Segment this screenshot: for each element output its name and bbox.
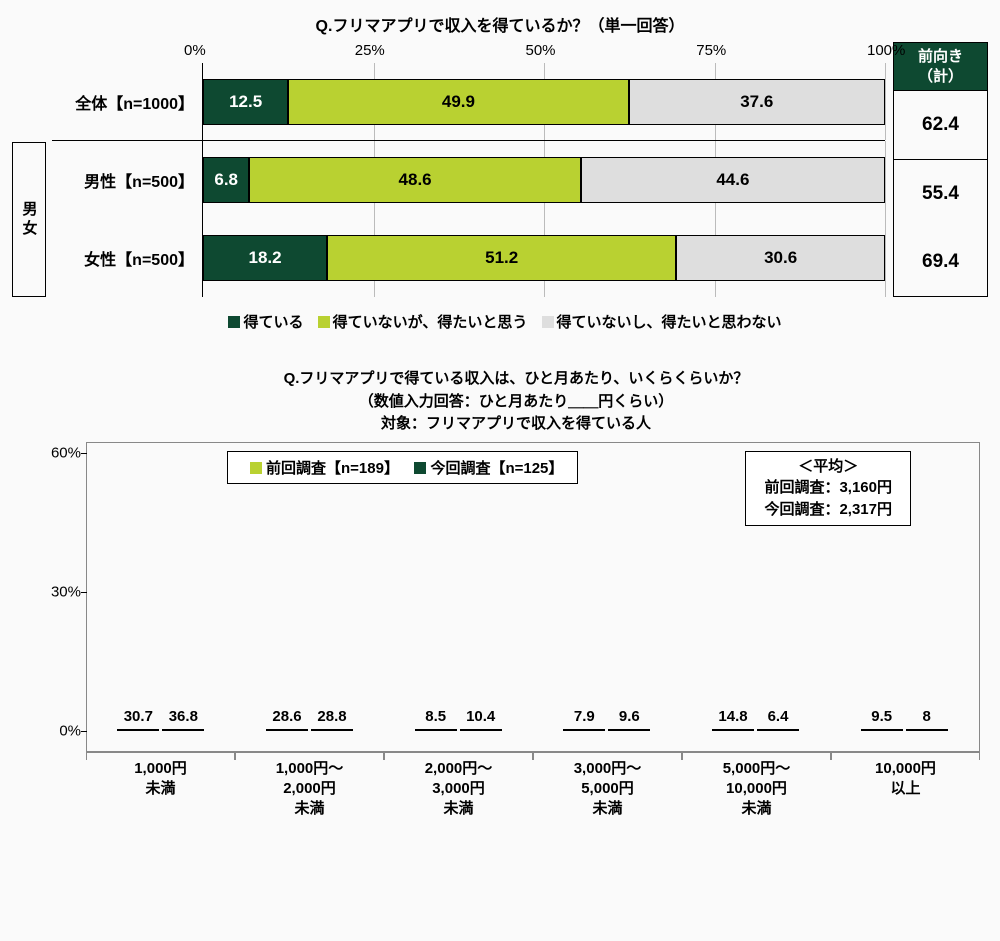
chart1-row-label: 女性【n=500】 <box>52 246 202 270</box>
chart1-title: Q.フリマアプリで収入を得ているか？（単一回答） <box>12 12 988 36</box>
chart2-bar-5-curr: 8 <box>906 729 948 731</box>
chart2-bar-1-prev: 28.6 <box>266 729 308 731</box>
chart1-seg-male-want: 48.6 <box>249 157 580 203</box>
chart1-row-label: 男性【n=500】 <box>52 168 202 192</box>
chart1-row-female: 女性【n=500】18.251.230.6 <box>52 219 885 297</box>
chart2-bar-3-curr: 9.6 <box>608 729 650 731</box>
chart2-xlabel-3: 3,000円～5,000円未満 <box>533 752 682 820</box>
chart2-xlabel-4: 5,000円～10,000円未満 <box>682 752 831 820</box>
chart2-ytick: 60% <box>35 444 81 461</box>
chart1-seg-female-want: 51.2 <box>327 235 676 281</box>
chart1-seg-female-yes: 18.2 <box>203 235 327 281</box>
chart2-group-2: 8.510.4 <box>384 453 533 731</box>
chart1-row-male: 男性【n=500】6.848.644.6 <box>52 141 885 219</box>
chart2-bar-1-curr: 28.8 <box>311 729 353 731</box>
chart2-group-3: 7.99.6 <box>533 453 682 731</box>
positive-total: 62.4 <box>894 91 987 160</box>
chart2-group-1: 28.628.8 <box>236 453 385 731</box>
chart2-bar-3-prev: 7.9 <box>563 729 605 731</box>
chart2-legend: 前回調査【n=189】 今回調査【n=125】 <box>227 451 578 484</box>
chart2-bar-4-prev: 14.8 <box>712 729 754 731</box>
chart2-bar-0-prev: 30.7 <box>117 729 159 731</box>
chart2-plot: 前回調査【n=189】 今回調査【n=125】 ＜平均＞ 前回調査：3,160円… <box>86 442 980 752</box>
chart2-xlabel-0: 1,000円未満 <box>86 752 235 820</box>
chart1-row-total: 全体【n=1000】12.549.937.6 <box>52 63 885 141</box>
chart1: 男女 0%25%50%75%100%全体【n=1000】12.549.937.6… <box>12 42 988 297</box>
chart2-ytick: 0% <box>35 722 81 739</box>
chart2-group-0: 30.736.8 <box>87 453 236 731</box>
positive-male: 55.4 <box>894 160 987 228</box>
chart1-seg-total-no: 37.6 <box>629 79 885 125</box>
chart2-bar-4-curr: 6.4 <box>757 729 799 731</box>
chart2-bar-2-curr: 10.4 <box>460 729 502 731</box>
chart1-seg-male-no: 44.6 <box>581 157 885 203</box>
chart2-title: Q.フリマアプリで得ている収入は、ひと月あたり、いくらくらいか？ （数値入力回答… <box>52 368 980 436</box>
chart2-bar-5-prev: 9.5 <box>861 729 903 731</box>
chart2-bar-2-prev: 8.5 <box>415 729 457 731</box>
chart1-positive-column: 前向き（計） 62.455.469.4 <box>893 42 988 297</box>
chart2-xlabel-1: 1,000円～2,000円未満 <box>235 752 384 820</box>
chart1-seg-male-yes: 6.8 <box>203 157 249 203</box>
chart2-average-box: ＜平均＞ 前回調査：3,160円 今回調査：2,317円 <box>745 451 911 526</box>
chart2-ytick: 30% <box>35 583 81 600</box>
positive-female: 69.4 <box>894 228 987 296</box>
chart1-legend: 得ている 得ていないが、得たいと思う 得ていないし、得たいと思わない <box>12 311 988 332</box>
chart1-seg-total-want: 49.9 <box>288 79 628 125</box>
chart1-row-label: 全体【n=1000】 <box>52 90 202 114</box>
chart2-xlabel-5: 10,000円以上 <box>831 752 980 820</box>
chart2-xlabel-2: 2,000円～3,000円未満 <box>384 752 533 820</box>
chart2-bar-0-curr: 36.8 <box>162 729 204 731</box>
chart1-seg-female-no: 30.6 <box>676 235 885 281</box>
gender-box-label: 男女 <box>12 142 46 297</box>
chart2: Q.フリマアプリで得ている収入は、ひと月あたり、いくらくらいか？ （数値入力回答… <box>12 368 988 819</box>
chart1-seg-total-yes: 12.5 <box>203 79 288 125</box>
positive-header: 前向き（計） <box>894 43 987 91</box>
